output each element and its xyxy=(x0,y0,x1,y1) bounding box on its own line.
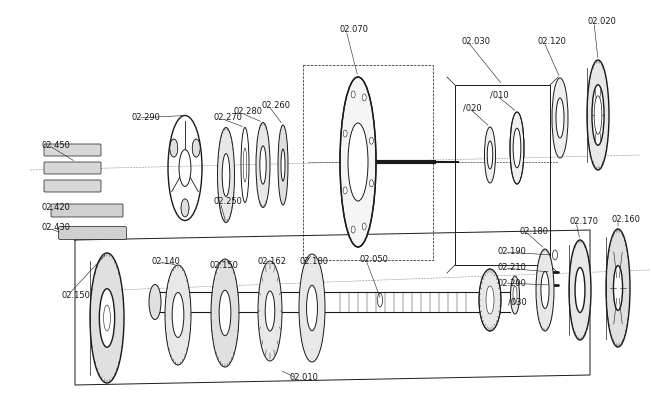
Ellipse shape xyxy=(552,78,568,158)
Text: 02.120: 02.120 xyxy=(538,38,567,46)
Text: 02.050: 02.050 xyxy=(360,256,389,264)
Ellipse shape xyxy=(165,265,191,365)
FancyBboxPatch shape xyxy=(51,204,123,217)
Ellipse shape xyxy=(486,286,494,314)
FancyBboxPatch shape xyxy=(44,144,101,156)
Ellipse shape xyxy=(265,291,275,331)
Ellipse shape xyxy=(513,128,521,168)
Text: 02.150: 02.150 xyxy=(210,260,239,270)
Text: 02.150: 02.150 xyxy=(62,290,91,300)
Ellipse shape xyxy=(369,180,374,187)
Ellipse shape xyxy=(172,292,184,338)
Text: 02.280: 02.280 xyxy=(233,108,262,116)
Ellipse shape xyxy=(362,223,367,230)
Ellipse shape xyxy=(541,272,549,308)
Ellipse shape xyxy=(149,284,161,320)
Text: /010: /010 xyxy=(490,90,508,100)
Ellipse shape xyxy=(217,128,234,222)
Ellipse shape xyxy=(181,199,189,217)
Ellipse shape xyxy=(556,98,564,138)
Ellipse shape xyxy=(606,229,630,347)
Text: 02.170: 02.170 xyxy=(570,218,599,226)
Ellipse shape xyxy=(343,130,347,137)
Ellipse shape xyxy=(299,254,325,362)
Text: 02.260: 02.260 xyxy=(262,100,291,110)
Ellipse shape xyxy=(307,285,318,331)
Text: 02.290: 02.290 xyxy=(132,114,161,122)
Bar xyxy=(303,64,433,260)
Text: 02.270: 02.270 xyxy=(214,114,243,122)
Text: 02.420: 02.420 xyxy=(42,204,71,212)
Ellipse shape xyxy=(170,139,178,157)
Ellipse shape xyxy=(90,253,124,383)
Ellipse shape xyxy=(100,289,115,347)
Ellipse shape xyxy=(479,269,501,331)
Ellipse shape xyxy=(222,154,230,196)
Text: 02.160: 02.160 xyxy=(612,216,641,224)
Ellipse shape xyxy=(260,146,266,184)
Ellipse shape xyxy=(513,286,517,304)
Text: /030: /030 xyxy=(508,298,527,306)
Ellipse shape xyxy=(278,125,288,205)
Ellipse shape xyxy=(192,139,201,157)
Text: 02.030: 02.030 xyxy=(462,38,491,46)
Ellipse shape xyxy=(587,60,609,170)
Ellipse shape xyxy=(369,137,374,144)
Ellipse shape xyxy=(510,276,519,314)
Text: 02.020: 02.020 xyxy=(588,18,617,26)
Text: 02.140: 02.140 xyxy=(152,258,181,266)
Ellipse shape xyxy=(484,127,495,183)
Ellipse shape xyxy=(362,94,367,101)
Text: /020: /020 xyxy=(463,104,482,112)
Ellipse shape xyxy=(351,91,355,98)
FancyBboxPatch shape xyxy=(44,162,101,174)
Ellipse shape xyxy=(219,290,231,336)
Text: 02.430: 02.430 xyxy=(42,224,71,232)
Text: 02.180: 02.180 xyxy=(520,228,549,236)
Ellipse shape xyxy=(592,85,604,145)
Ellipse shape xyxy=(569,240,591,340)
FancyBboxPatch shape xyxy=(44,180,101,192)
Ellipse shape xyxy=(256,122,270,208)
Ellipse shape xyxy=(281,149,285,181)
Text: 02.180: 02.180 xyxy=(300,258,329,266)
Ellipse shape xyxy=(536,249,554,331)
Ellipse shape xyxy=(343,187,347,194)
Text: 02.250: 02.250 xyxy=(214,198,243,206)
Ellipse shape xyxy=(351,226,355,233)
FancyBboxPatch shape xyxy=(59,226,126,240)
Ellipse shape xyxy=(211,259,239,367)
Ellipse shape xyxy=(340,77,376,247)
Text: 02.190: 02.190 xyxy=(498,248,527,256)
Ellipse shape xyxy=(613,266,622,310)
Ellipse shape xyxy=(258,261,282,361)
Text: 02.450: 02.450 xyxy=(42,140,71,150)
Text: 02.010: 02.010 xyxy=(290,374,319,382)
Ellipse shape xyxy=(575,268,585,312)
Ellipse shape xyxy=(487,141,493,169)
Ellipse shape xyxy=(510,112,524,184)
Text: 02.200: 02.200 xyxy=(498,278,527,288)
Bar xyxy=(455,85,550,265)
Text: 02.162: 02.162 xyxy=(258,258,287,266)
Ellipse shape xyxy=(348,123,368,201)
Text: 02.210: 02.210 xyxy=(498,264,527,272)
Text: 02.070: 02.070 xyxy=(340,26,369,34)
